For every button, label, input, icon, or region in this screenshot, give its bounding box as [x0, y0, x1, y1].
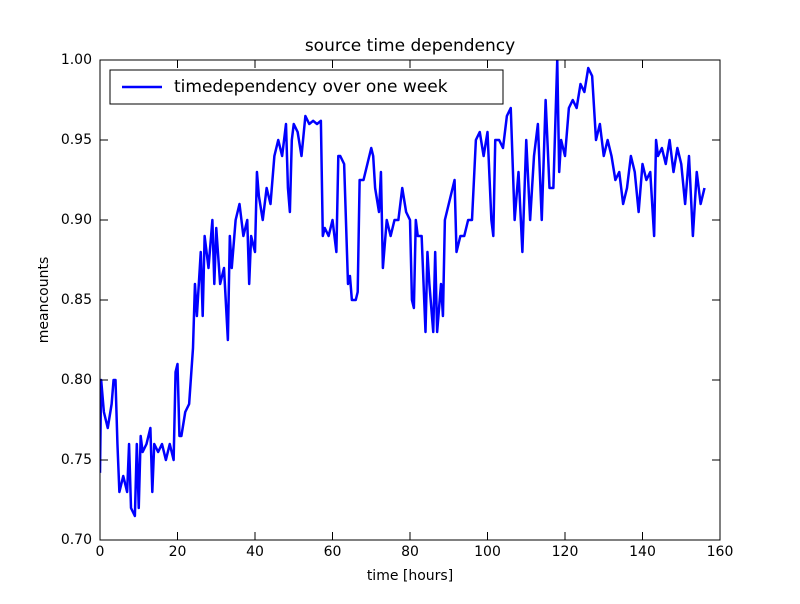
legend-label: timedependency over one week: [174, 77, 448, 97]
x-tick-label: 40: [246, 544, 264, 560]
x-tick-label: 0: [96, 544, 105, 560]
y-tick-label: 0.95: [61, 132, 92, 148]
x-axis-label: time [hours]: [367, 568, 453, 584]
data-line: [100, 60, 706, 518]
x-tick-label: 60: [324, 544, 342, 560]
legend-box: [109, 69, 504, 105]
y-tick-label: 1.00: [61, 52, 92, 68]
x-tick-label: 160: [707, 544, 734, 560]
y-tick-label: 0.90: [61, 212, 92, 228]
x-tick-label: 80: [401, 544, 419, 560]
x-tick-label: 120: [552, 544, 579, 560]
x-tick-label: 20: [169, 544, 187, 560]
y-axis-label: meancounts: [36, 257, 52, 344]
x-tick-label: 100: [474, 544, 501, 560]
x-tick-label: 140: [629, 544, 656, 560]
y-tick-label: 0.70: [61, 532, 92, 548]
y-tick-label: 0.80: [61, 372, 92, 388]
y-tick-label: 0.75: [61, 452, 92, 468]
chart-title: source time dependency: [305, 36, 515, 56]
y-tick-label: 0.85: [61, 292, 92, 308]
